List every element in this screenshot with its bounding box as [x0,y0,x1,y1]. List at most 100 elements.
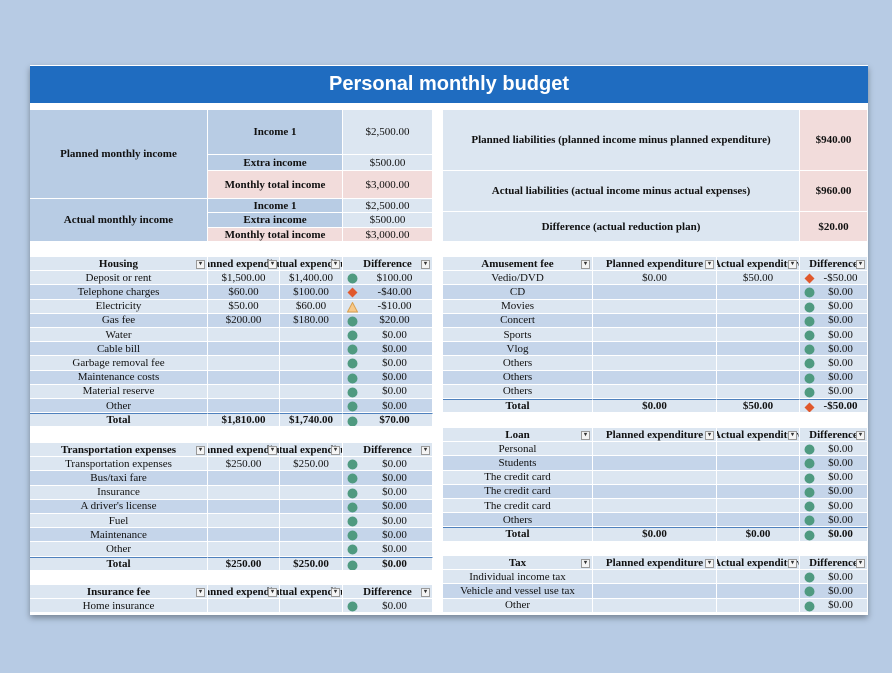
cell-text: $0.00 [642,400,667,413]
table-header: Planned expenditure▾ [208,257,280,272]
filter-button[interactable]: ▾ [331,588,340,597]
row-value: $0.00 [800,470,868,485]
row-value: $0.00 [717,527,800,542]
row-value [717,584,800,599]
cell-text: Difference [809,428,858,441]
filter-button[interactable]: ▾ [788,260,797,269]
row-name: Transportation expenses [30,457,208,472]
cell-text: $250.00 [293,557,329,570]
row-value: $250.00 [280,457,343,472]
cell-text: Telephone charges [77,285,160,298]
row-value [717,513,800,528]
filter-button[interactable]: ▾ [856,260,865,269]
cell-text: Monthly total income [224,178,326,191]
row-name: Maintenance [30,528,208,543]
filter-button[interactable]: ▾ [705,431,714,440]
row-value [593,456,717,471]
cell-text: Vehicle and vessel use tax [460,584,575,597]
filter-button[interactable]: ▾ [581,431,590,440]
row-value: $0.00 [800,328,868,343]
row-name: Sports [443,328,593,343]
cell-text: Planned expenditure [605,428,704,441]
filter-button[interactable]: ▾ [196,588,205,597]
cell-text: Difference (actual reduction plan) [541,220,701,233]
status-icon-circle [347,459,358,470]
row-value [208,370,280,385]
cell-text: Sports [503,328,532,341]
filter-button[interactable]: ▾ [421,588,430,597]
table-header: Actual expenditure▾ [280,585,343,600]
cell-text: $960.00 [815,185,852,197]
cell-text: Difference [809,257,858,270]
row-value: $0.00 [800,370,868,385]
row-value [593,499,717,514]
filter-button[interactable]: ▾ [268,260,277,269]
filter-button[interactable]: ▾ [268,588,277,597]
cell-text: $0.00 [828,513,853,526]
cell-text: Difference [363,257,412,270]
row-value: $0.00 [343,542,433,557]
row-name: Water [30,328,208,343]
row-value [593,342,717,357]
cell-text: $0.00 [828,285,853,298]
sheet-title: Personal monthly budget [30,66,868,103]
cell-text: Housing [98,257,139,270]
cell-text: -$50.00 [823,400,858,413]
cell-text: $60.00 [295,300,327,313]
filter-button[interactable]: ▾ [856,431,865,440]
row-value: $70.00 [343,413,433,428]
filter-button[interactable]: ▾ [581,559,590,568]
table-header: Difference ▾ [800,428,868,443]
filter-button[interactable]: ▾ [788,431,797,440]
filter-button[interactable]: ▾ [196,446,205,455]
filter-button[interactable]: ▾ [856,559,865,568]
cell-text: $50.00 [228,300,259,313]
cell-text: $20.00 [379,314,410,327]
cell-text: $2,500.00 [365,126,410,138]
cell-text: $50.00 [742,400,774,413]
table-header: Insurance fee ▾ [30,585,208,600]
row-value [717,570,800,585]
cell-text: Cable bill [96,342,141,355]
status-icon-circle [804,601,815,612]
row-value [280,399,343,414]
row-name: Movies [443,299,593,314]
filter-button[interactable]: ▾ [331,260,340,269]
row-name: Gas fee [30,313,208,328]
cell-text: $0.00 [382,528,407,541]
row-value: $0.00 [343,328,433,343]
row-value [717,484,800,499]
cell-text: $1,400.00 [289,271,333,284]
row-name: Individual income tax [443,570,593,585]
row-name: Other [30,399,208,414]
filter-button[interactable]: ▾ [788,559,797,568]
row-name: Concert [443,313,593,328]
cell-text: Others [502,371,533,384]
row-value [717,470,800,485]
cell-text: Amusement fee [481,257,554,270]
row-value [208,471,280,486]
cell-text: $3,000.00 [365,228,410,241]
cell-text: Planned expenditure [605,556,704,569]
row-name: A driver's license [30,499,208,514]
filter-button[interactable]: ▾ [705,260,714,269]
row-name: Vlog [443,342,593,357]
filter-button[interactable]: ▾ [705,559,714,568]
cell-text: Bus/taxi fare [90,471,147,484]
row-value: $100.00 [343,271,433,286]
filter-button[interactable]: ▾ [421,446,430,455]
status-icon-circle [347,316,358,327]
row-value: $0.00 [800,356,868,371]
row-value: $0.00 [343,356,433,371]
filter-button[interactable]: ▾ [331,446,340,455]
filter-button[interactable]: ▾ [581,260,590,269]
status-icon-circle [804,373,815,384]
cell-text: Total [505,528,530,541]
cell-text: $0.00 [828,442,853,455]
filter-button[interactable]: ▾ [196,260,205,269]
cell-text: $60.00 [228,285,259,298]
filter-button[interactable]: ▾ [421,260,430,269]
income-value: $3,000.00 [343,228,433,242]
filter-button[interactable]: ▾ [268,446,277,455]
cell-text: $20.00 [818,220,849,233]
